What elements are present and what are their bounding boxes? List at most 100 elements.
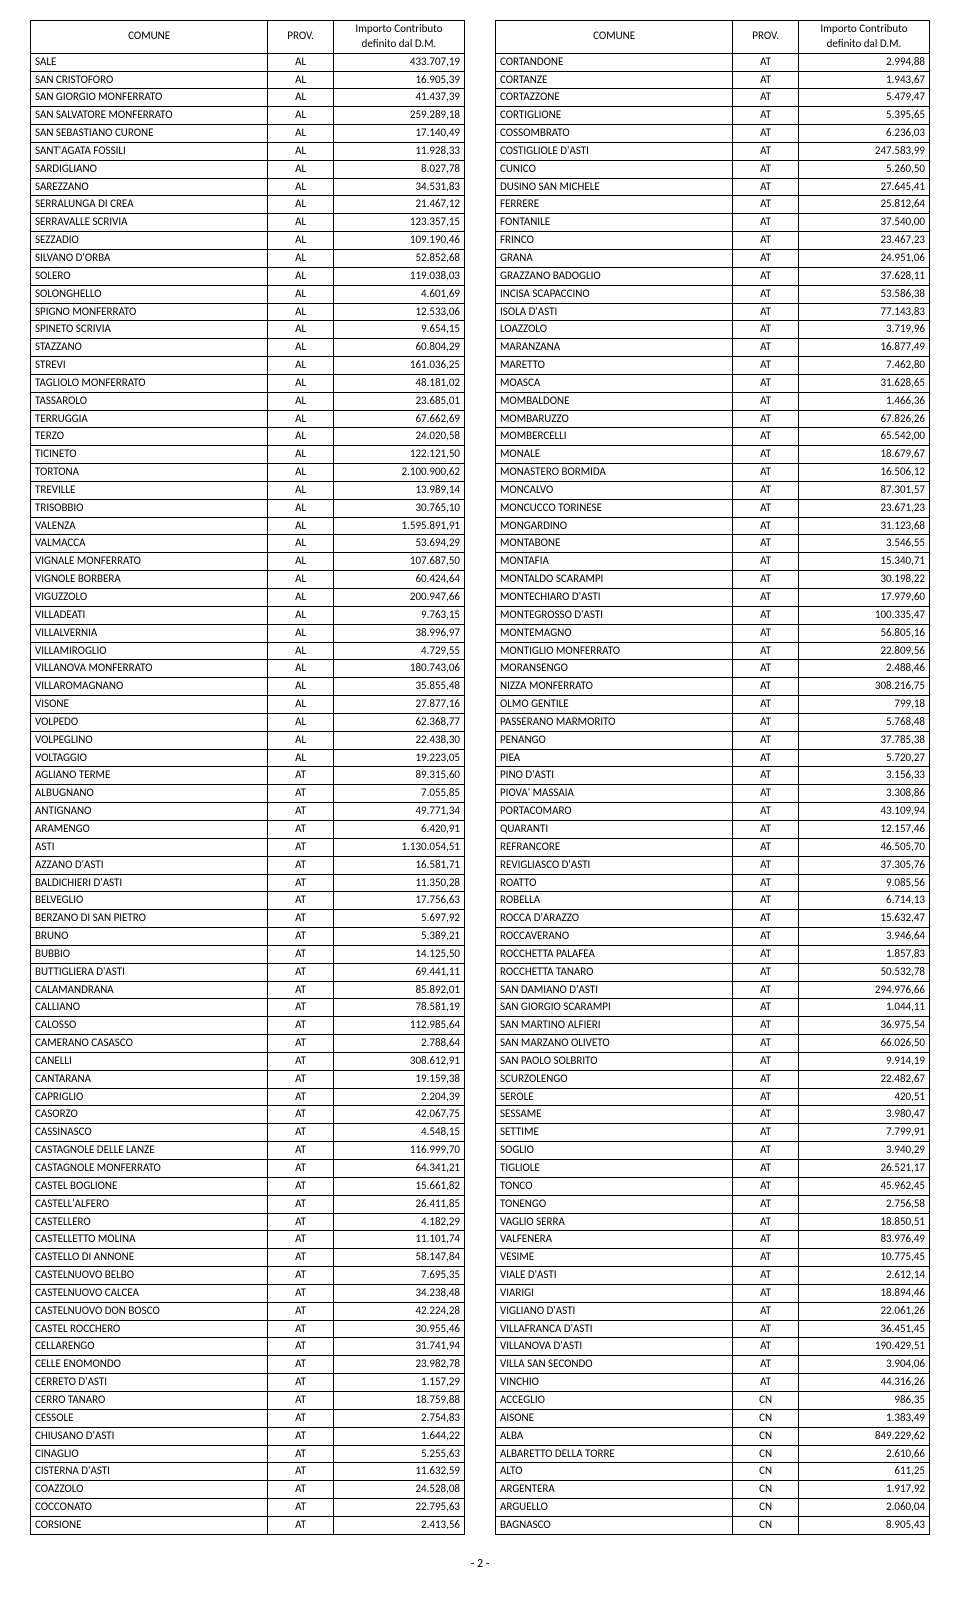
cell-importo: 77.143,83 [798,303,929,321]
cell-comune: OLMO GENTILE [496,696,733,714]
table-row: SAN MARTINO ALFIERIAT36.975,54 [496,1017,930,1035]
cell-importo: 1.595.891,91 [333,517,464,535]
header-importo: Importo Contributo definito dal D.M. [333,21,464,54]
cell-comune: TONENGO [496,1195,733,1213]
cell-importo: 11.632,59 [333,1463,464,1481]
cell-comune: VILLAMIROGLIO [31,642,268,660]
cell-prov: AT [733,571,799,589]
cell-importo: 24.951,06 [798,249,929,267]
cell-importo: 48.181,02 [333,374,464,392]
cell-importo: 1.466,36 [798,392,929,410]
cell-comune: PIOVA' MASSAIA [496,785,733,803]
cell-prov: AT [268,999,334,1017]
table-row: CERRETO D'ASTIAT1.157,29 [31,1374,465,1392]
cell-prov: AT [733,767,799,785]
cell-comune: PIEA [496,749,733,767]
cell-prov: AT [733,481,799,499]
table-row: MONTABONEAT3.546,55 [496,535,930,553]
cell-importo: 37.305,76 [798,856,929,874]
table-row: LOAZZOLOAT3.719,96 [496,321,930,339]
cell-prov: AT [733,1070,799,1088]
cell-prov: AT [268,1052,334,1070]
cell-comune: CINAGLIO [31,1445,268,1463]
cell-prov: AL [268,517,334,535]
cell-comune: MONTIGLIO MONFERRATO [496,642,733,660]
cell-comune: VIALE D'ASTI [496,1267,733,1285]
table-row: ACCEGLIOCN986,35 [496,1391,930,1409]
table-row: PIEAAT5.720,27 [496,749,930,767]
cell-comune: GRANA [496,249,733,267]
cell-prov: AL [268,232,334,250]
table-row: SEZZADIOAL109.190,46 [31,232,465,250]
cell-importo: 23.982,78 [333,1356,464,1374]
cell-comune: ARAMENGO [31,820,268,838]
table-row: TORTONAAL2.100.900,62 [31,464,465,482]
cell-comune: CASTELNUOVO BELBO [31,1267,268,1285]
cell-comune: MONTABONE [496,535,733,553]
table-row: ROCCHETTA TANAROAT50.532,78 [496,963,930,981]
cell-importo: 50.532,78 [798,963,929,981]
cell-importo: 3.546,55 [798,535,929,553]
table-row: CASTELNUOVO BELBOAT7.695,35 [31,1267,465,1285]
cell-prov: AT [733,249,799,267]
cell-prov: AT [733,1249,799,1267]
cell-comune: TAGLIOLO MONFERRATO [31,374,268,392]
cell-importo: 49.771,34 [333,803,464,821]
table-row: SAN SEBASTIANO CURONEAL17.140,49 [31,125,465,143]
table-row: MONTEMAGNOAT56.805,16 [496,624,930,642]
cell-comune: SAN PAOLO SOLBRITO [496,1052,733,1070]
cell-prov: AT [268,856,334,874]
cell-importo: 17.140,49 [333,125,464,143]
cell-prov: AT [268,1409,334,1427]
cell-comune: AGLIANO TERME [31,767,268,785]
cell-comune: MONTAFIA [496,553,733,571]
cell-comune: MOMBARUZZO [496,410,733,428]
cell-prov: AT [268,838,334,856]
table-row: ALBUGNANOAT7.055,85 [31,785,465,803]
cell-comune: FONTANILE [496,214,733,232]
table-row: TIGLIOLEAT26.521,17 [496,1160,930,1178]
cell-importo: 27.645,41 [798,178,929,196]
table-row: SCURZOLENGOAT22.482,67 [496,1070,930,1088]
table-row: ROCCA D'ARAZZOAT15.632,47 [496,910,930,928]
cell-importo: 17.979,60 [798,589,929,607]
table-row: VOLPEDOAL62.368,77 [31,713,465,731]
cell-importo: 433.707,19 [333,53,464,71]
cell-prov: AT [733,535,799,553]
cell-importo: 89.315,60 [333,767,464,785]
table-row: MARETTOAT7.462,80 [496,357,930,375]
table-row: VALENZAAL1.595.891,91 [31,517,465,535]
cell-importo: 23.467,23 [798,232,929,250]
cell-importo: 7.799,91 [798,1124,929,1142]
cell-importo: 3.904,06 [798,1356,929,1374]
cell-comune: GRAZZANO BADOGLIO [496,267,733,285]
cell-prov: CN [733,1445,799,1463]
cell-comune: ASTI [31,838,268,856]
table-row: PINO D'ASTIAT3.156,33 [496,767,930,785]
cell-importo: 38.996,97 [333,624,464,642]
cell-importo: 26.411,85 [333,1195,464,1213]
cell-prov: AT [268,963,334,981]
cell-prov: AT [733,1231,799,1249]
cell-prov: AT [733,303,799,321]
cell-prov: CN [733,1463,799,1481]
cell-prov: AT [733,1374,799,1392]
cell-importo: 9.085,56 [798,874,929,892]
cell-comune: MONASTERO BORMIDA [496,464,733,482]
cell-comune: VALENZA [31,517,268,535]
table-row: VISONEAL27.877,16 [31,696,465,714]
table-row: SOLEROAL119.038,03 [31,267,465,285]
cell-importo: 26.521,17 [798,1160,929,1178]
cell-comune: PASSERANO MARMORITO [496,713,733,731]
cell-comune: CAMERANO CASASCO [31,1035,268,1053]
cell-prov: AT [733,928,799,946]
table-row: CELLARENGOAT31.741,94 [31,1338,465,1356]
cell-comune: TICINETO [31,446,268,464]
table-row: CESSOLEAT2.754,83 [31,1409,465,1427]
cell-prov: AL [268,374,334,392]
cell-comune: AISONE [496,1409,733,1427]
cell-prov: AT [733,160,799,178]
cell-importo: 2.788,64 [333,1035,464,1053]
table-row: VALMACCAAL53.694,29 [31,535,465,553]
cell-prov: AT [733,892,799,910]
